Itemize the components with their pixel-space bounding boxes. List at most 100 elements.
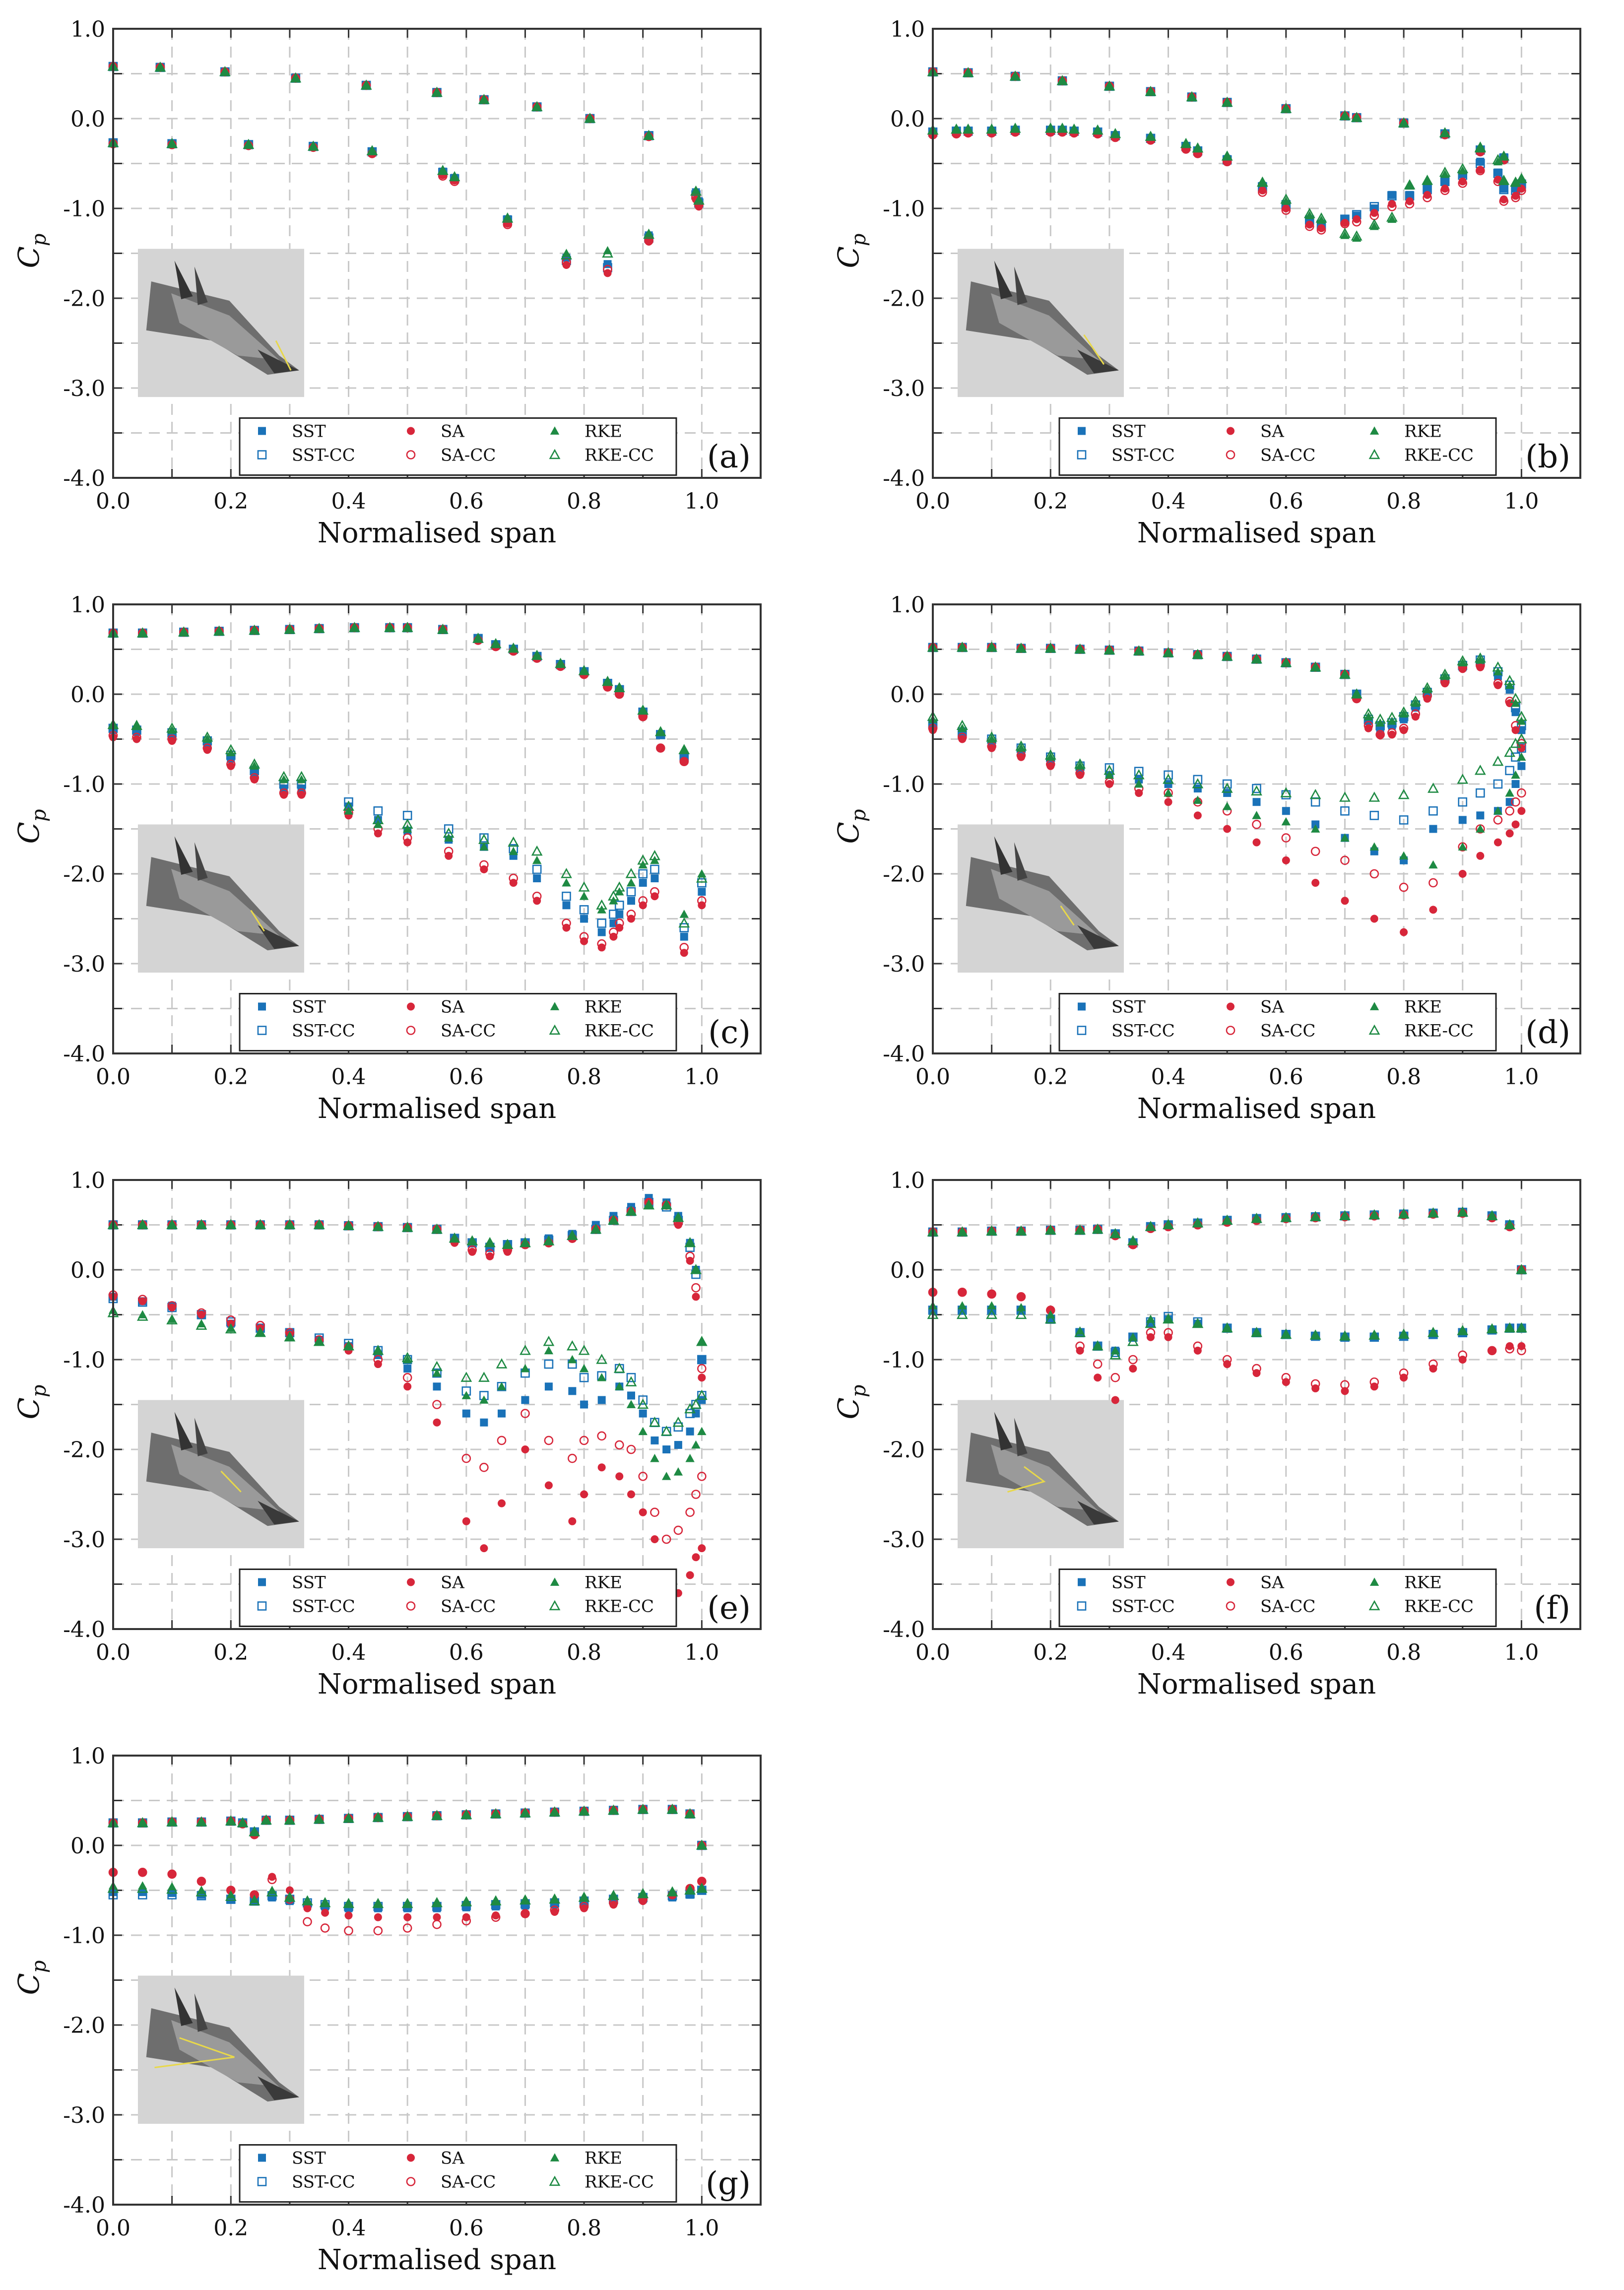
data-point xyxy=(303,1897,312,1905)
data-point xyxy=(597,918,606,928)
y-axis-label: Cp xyxy=(12,234,51,268)
data-point xyxy=(952,125,961,133)
data-point xyxy=(373,1222,383,1231)
y-axis-label-main: C xyxy=(12,1397,46,1419)
data-point xyxy=(267,1875,277,1885)
data-point xyxy=(1104,644,1115,654)
data-point xyxy=(986,642,998,652)
data-point xyxy=(1280,1328,1292,1339)
data-point xyxy=(1133,645,1145,655)
data-point xyxy=(1252,820,1261,829)
data-point xyxy=(1399,118,1409,127)
data-point xyxy=(138,1818,147,1827)
data-point xyxy=(462,1517,470,1525)
data-point xyxy=(1281,833,1291,843)
x-axis-label: Normalised span xyxy=(318,2244,556,2276)
data-point xyxy=(1252,1214,1261,1223)
legend-marker xyxy=(1078,1578,1086,1586)
data-point xyxy=(1341,1387,1349,1395)
data-point xyxy=(578,881,590,892)
data-point xyxy=(315,1815,324,1823)
data-point xyxy=(1187,92,1197,101)
data-point xyxy=(613,682,625,692)
data-point xyxy=(343,1340,354,1351)
data-point xyxy=(1044,642,1056,653)
data-point xyxy=(431,1361,443,1372)
data-point xyxy=(384,622,396,632)
data-point xyxy=(373,1899,383,1908)
data-point xyxy=(1339,227,1351,238)
data-point xyxy=(649,850,660,860)
data-point xyxy=(696,1839,708,1850)
data-point xyxy=(1369,811,1379,820)
data-point xyxy=(467,1245,477,1255)
data-point xyxy=(285,1816,295,1824)
data-point xyxy=(626,887,636,897)
data-point xyxy=(1486,1323,1498,1334)
data-point xyxy=(685,1251,695,1261)
data-point xyxy=(1145,1221,1157,1231)
data-point xyxy=(1009,70,1021,81)
x-tick-label: 0.2 xyxy=(213,489,248,514)
data-point xyxy=(350,623,359,632)
legend-marker xyxy=(258,427,266,435)
data-point xyxy=(1458,797,1468,807)
data-point xyxy=(958,1227,967,1236)
data-point xyxy=(138,1890,147,1899)
data-point xyxy=(1368,1209,1380,1220)
data-point xyxy=(697,1337,707,1346)
data-point xyxy=(509,644,518,653)
data-point xyxy=(1146,87,1156,96)
data-point xyxy=(1340,806,1350,816)
data-point xyxy=(1111,1396,1119,1404)
data-point xyxy=(1423,193,1432,202)
data-point xyxy=(261,1816,271,1824)
legend-marker xyxy=(257,2177,267,2186)
data-point xyxy=(544,1382,553,1391)
x-tick-label: 0.4 xyxy=(1151,1064,1186,1090)
y-axis-label: Cp xyxy=(12,1385,51,1420)
data-point xyxy=(691,1440,701,1449)
data-point xyxy=(403,1365,412,1373)
data-point xyxy=(1044,749,1056,760)
legend-label: SST xyxy=(1111,422,1146,442)
data-point xyxy=(1429,878,1438,888)
data-point xyxy=(1429,806,1438,816)
data-point xyxy=(402,1923,412,1933)
data-point xyxy=(626,1400,636,1408)
data-point xyxy=(1015,740,1027,751)
data-point xyxy=(638,1472,648,1481)
data-point xyxy=(1068,123,1080,134)
data-point xyxy=(433,1382,441,1391)
data-point xyxy=(550,1895,559,1903)
data-point xyxy=(1493,678,1503,688)
data-point xyxy=(644,131,653,139)
legend: SST SST-CC SA SA-CC RKE RKE-CC xyxy=(239,417,677,476)
data-point xyxy=(485,1249,495,1258)
data-point xyxy=(491,639,501,648)
aircraft-tail-fin xyxy=(194,266,208,305)
data-point xyxy=(1145,131,1157,141)
data-point xyxy=(1398,1208,1410,1219)
data-point xyxy=(1458,842,1467,851)
x-tick-label: 1.0 xyxy=(1504,1064,1539,1090)
data-point xyxy=(136,1817,148,1828)
y-tick-label: -2.0 xyxy=(883,1438,925,1463)
data-point xyxy=(615,910,624,918)
y-tick-label: 1.0 xyxy=(890,17,925,42)
data-point xyxy=(1340,833,1350,842)
x-tick-label: 0.0 xyxy=(96,1064,130,1090)
data-point xyxy=(666,1803,678,1814)
data-point xyxy=(568,1355,577,1364)
aircraft-tail-fin xyxy=(174,1987,193,2026)
data-point xyxy=(1353,215,1361,223)
data-point xyxy=(1281,658,1291,667)
data-point xyxy=(1193,775,1203,785)
data-point xyxy=(520,1364,530,1373)
data-point xyxy=(1339,1210,1351,1221)
x-tick-label: 1.0 xyxy=(684,489,719,514)
data-point xyxy=(1016,1226,1026,1235)
data-point xyxy=(1405,197,1414,205)
data-point xyxy=(1499,196,1509,206)
series-sst xyxy=(109,63,703,268)
